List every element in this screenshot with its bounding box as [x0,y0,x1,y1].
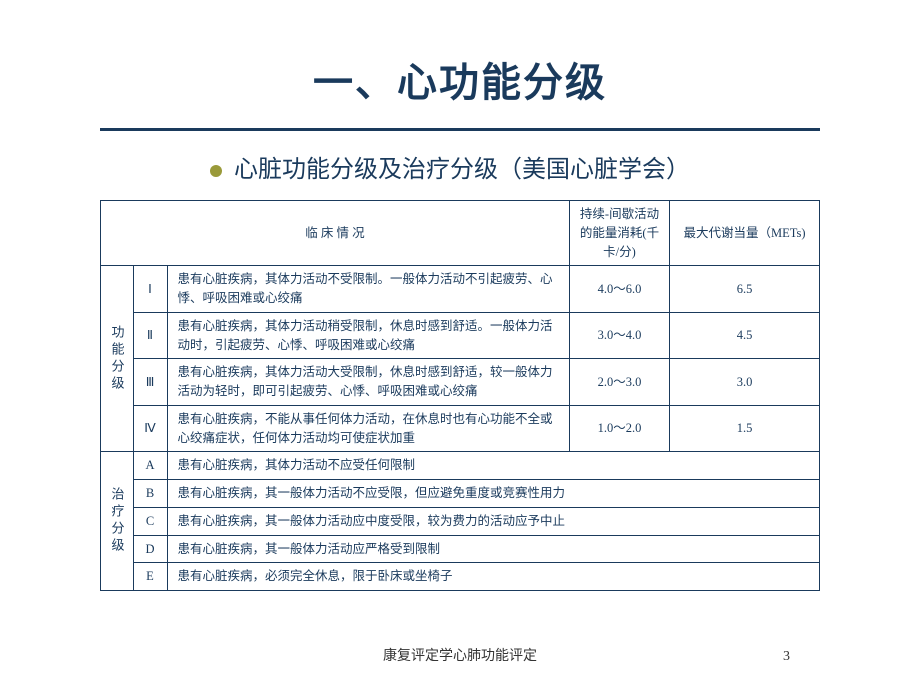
subtitle-text: 心脏功能分级及治疗分级（美国心脏学会） [234,157,690,183]
mets-cell: 6.5 [670,266,820,313]
desc-cell: 患有心脏疾病，其体力活动稍受限制，休息时感到舒适。一般体力活动时，引起疲劳、心悸… [167,312,570,359]
energy-cell: 4.0～6.0 [570,266,670,313]
level-cell: Ⅱ [133,312,167,359]
header-mets: 最大代谢当量（METs) [670,201,820,266]
title-block: 一、心功能分级 [100,50,820,108]
footer-text: 康复评定学心肺功能评定 [383,649,537,664]
energy-cell: 1.0～2.0 [570,405,670,452]
mets-cell: 1.5 [670,405,820,452]
desc-cell: 患有心脏疾病，其体力活动大受限制，休息时感到舒适，较一般体力活动为轻时，即可引起… [167,359,570,406]
energy-cell: 2.0～3.0 [570,359,670,406]
level-cell: Ⅰ [133,266,167,313]
table-header-row: 临 床 情 况 持续-间歇活动的能量消耗(千卡/分) 最大代谢当量（METs) [101,201,820,266]
header-energy: 持续-间歇活动的能量消耗(千卡/分) [570,201,670,266]
bullet-icon [210,165,222,177]
level-cell: C [133,507,167,535]
level-cell: Ⅳ [133,405,167,452]
treatment-row-C: C 患有心脏疾病，其一般体力活动应中度受限，较为费力的活动应予中止 [101,507,820,535]
treatment-row-A: 治疗分级 A 患有心脏疾病，其体力活动不应受任何限制 [101,452,820,480]
desc-cell: 患有心脏疾病，其一般体力活动不应受限，但应避免重度或竞赛性用力 [167,480,820,508]
function-row-2: Ⅱ 患有心脏疾病，其体力活动稍受限制，休息时感到舒适。一般体力活动时，引起疲劳、… [101,312,820,359]
subtitle-row: 心脏功能分级及治疗分级（美国心脏学会） [100,149,820,184]
mets-cell: 4.5 [670,312,820,359]
function-row-1: 功能分级 Ⅰ 患有心脏疾病，其体力活动不受限制。一般体力活动不引起疲劳、心悸、呼… [101,266,820,313]
desc-cell: 患有心脏疾病，其一般体力活动应严格受到限制 [167,535,820,563]
treatment-row-E: E 患有心脏疾病，必须完全休息，限于卧床或坐椅子 [101,563,820,591]
slide: 一、心功能分级 心脏功能分级及治疗分级（美国心脏学会） 临 床 情 况 持续-间… [0,0,920,690]
level-cell: E [133,563,167,591]
desc-cell: 患有心脏疾病，不能从事任何体力活动，在休息时也有心功能不全或心绞痛症状，任何体力… [167,405,570,452]
function-row-3: Ⅲ 患有心脏疾病，其体力活动大受限制，休息时感到舒适，较一般体力活动为轻时，即可… [101,359,820,406]
desc-cell: 患有心脏疾病，其一般体力活动应中度受限，较为费力的活动应予中止 [167,507,820,535]
grading-table: 临 床 情 况 持续-间歇活动的能量消耗(千卡/分) 最大代谢当量（METs) … [100,200,820,591]
level-cell: A [133,452,167,480]
treatment-row-B: B 患有心脏疾病，其一般体力活动不应受限，但应避免重度或竞赛性用力 [101,480,820,508]
desc-cell: 患有心脏疾病，必须完全休息，限于卧床或坐椅子 [167,563,820,591]
desc-cell: 患有心脏疾病，其体力活动不受限制。一般体力活动不引起疲劳、心悸、呼吸困难或心绞痛 [167,266,570,313]
treatment-label: 治疗分级 [101,452,134,591]
function-row-4: Ⅳ 患有心脏疾病，不能从事任何体力活动，在休息时也有心功能不全或心绞痛症状，任何… [101,405,820,452]
treatment-row-D: D 患有心脏疾病，其一般体力活动应严格受到限制 [101,535,820,563]
level-cell: D [133,535,167,563]
horizontal-rule [100,128,820,131]
header-clinical: 临 床 情 况 [101,201,570,266]
desc-cell: 患有心脏疾病，其体力活动不应受任何限制 [167,452,820,480]
mets-cell: 3.0 [670,359,820,406]
level-cell: Ⅲ [133,359,167,406]
footer: 康复评定学心肺功能评定 3 [0,645,920,665]
page-number: 3 [783,649,790,665]
function-label: 功能分级 [101,266,134,452]
energy-cell: 3.0～4.0 [570,312,670,359]
main-title: 一、心功能分级 [100,50,820,108]
level-cell: B [133,480,167,508]
